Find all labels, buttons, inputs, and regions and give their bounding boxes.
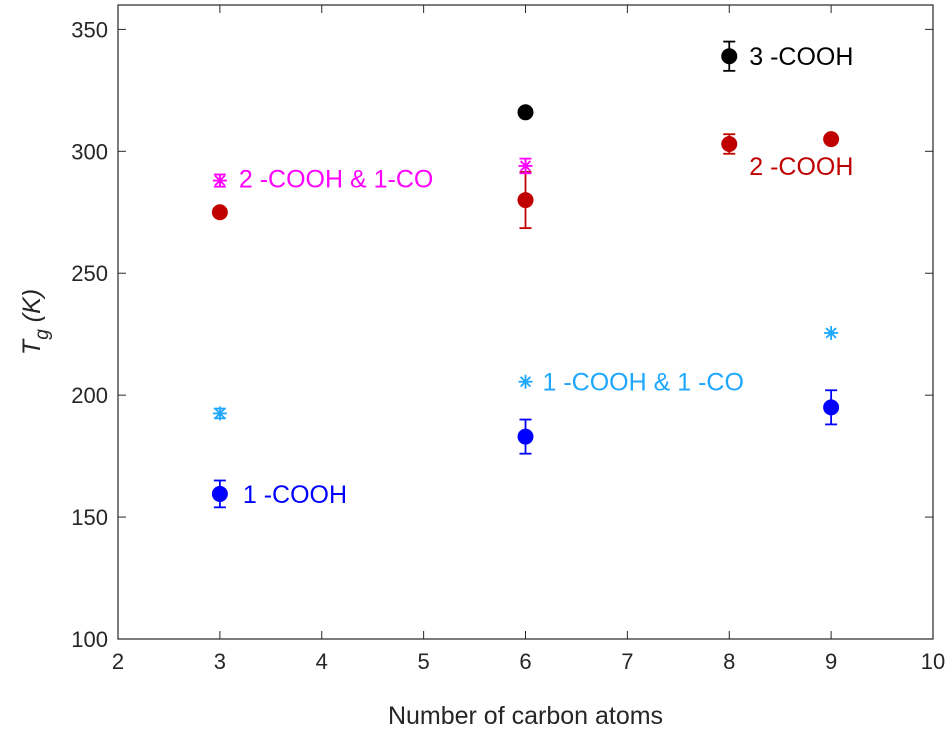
data-point-asterisk	[518, 158, 533, 173]
y-axis-label-unit: (K)	[18, 289, 46, 322]
series-annotation: 3 -COOH	[749, 43, 853, 71]
asterisk-stroke	[214, 175, 226, 187]
x-tick-label: 7	[621, 649, 633, 674]
data-point-circle	[517, 192, 534, 209]
y-tick-label: 350	[71, 17, 108, 42]
series-annotation: 1 -COOH & 1 -CO	[543, 369, 744, 397]
x-tick-label: 5	[418, 649, 430, 674]
series-annotation: 2 -COOH	[749, 153, 853, 181]
data-point-circle	[721, 48, 738, 65]
data-point-circle	[823, 399, 840, 416]
x-tick-label: 2	[112, 649, 124, 674]
asterisk-stroke	[214, 407, 226, 419]
data-point-circle	[517, 428, 534, 445]
series-annotation: 1 -COOH	[243, 481, 347, 509]
y-tick-label: 250	[71, 261, 108, 286]
y-axis-label-main: T	[18, 338, 46, 355]
data-point-asterisk	[212, 406, 227, 421]
series-annotation: 2 -COOH & 1-CO	[239, 166, 433, 194]
data-point-circle	[211, 204, 228, 221]
data-point-circle	[721, 135, 738, 152]
y-axis-label: Tg (K)	[18, 289, 53, 355]
x-axis-label: Number of carbon atoms	[388, 702, 663, 730]
y-tick-label: 100	[71, 627, 108, 652]
y-axis-label-space	[18, 322, 46, 329]
asterisk-stroke	[825, 327, 837, 339]
x-tick-label: 10	[921, 649, 945, 674]
data-point-circle	[211, 485, 228, 502]
data-point-circle	[823, 131, 840, 148]
y-tick-label: 150	[71, 505, 108, 530]
data-point-asterisk	[518, 374, 533, 389]
x-tick-label: 4	[316, 649, 328, 674]
y-tick-label: 300	[71, 139, 108, 164]
x-tick-label: 6	[519, 649, 531, 674]
x-tick-label: 8	[723, 649, 735, 674]
plot-area	[118, 5, 933, 639]
y-axis-label-sub: g	[32, 329, 53, 340]
data-point-circle	[517, 104, 534, 121]
asterisk-stroke	[519, 376, 532, 388]
y-tick-label: 200	[71, 383, 108, 408]
data-point-asterisk	[824, 325, 839, 340]
x-tick-label: 3	[214, 649, 226, 674]
x-tick-label: 9	[825, 649, 837, 674]
data-point-asterisk	[212, 173, 227, 188]
asterisk-stroke	[519, 160, 532, 172]
